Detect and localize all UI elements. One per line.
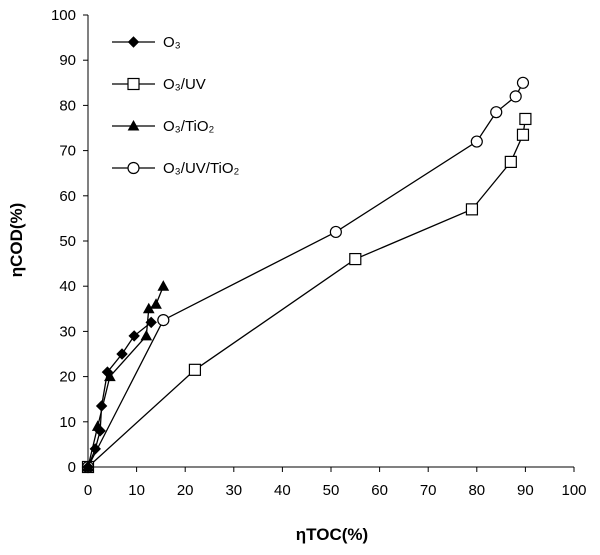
y-tick-label: 30: [59, 323, 76, 340]
diamond-marker: [128, 330, 140, 342]
diamond-marker: [95, 400, 108, 412]
y-tick-label: 0: [68, 459, 76, 476]
square-marker: [127, 77, 140, 91]
series-line: [87, 285, 164, 468]
x-tick-label: 40: [274, 482, 291, 499]
y-tick-label: 40: [59, 278, 76, 295]
y-tick-label: 100: [51, 7, 76, 24]
square-marker: [516, 128, 530, 141]
diamond-marker: [127, 36, 140, 48]
square-marker: [519, 112, 532, 126]
y-tick-label: 90: [59, 52, 76, 69]
diamond-marker: [116, 348, 128, 360]
x-tick-label: 70: [420, 482, 437, 499]
x-tick-label: 50: [323, 482, 340, 499]
x-tick-label: 20: [177, 482, 194, 499]
x-tick-label: 10: [128, 482, 145, 499]
y-tick-label: 70: [59, 143, 76, 160]
diamond-marker: [94, 425, 106, 437]
series-triangle: [82, 280, 170, 472]
diamond-marker: [82, 461, 94, 473]
square-marker: [349, 252, 362, 266]
circle-marker: [470, 135, 483, 148]
x-tick-label: 60: [371, 482, 388, 499]
legend-entry: O₃/TiO₂: [112, 118, 215, 135]
series-circle: [81, 76, 530, 474]
circle-marker: [329, 225, 342, 239]
circle-marker: [127, 161, 140, 175]
circle-marker: [509, 90, 522, 103]
legend-label: O₃/TiO₂: [163, 118, 215, 135]
y-tick-label: 50: [59, 233, 76, 250]
x-tick-label: 30: [225, 482, 242, 499]
circle-marker: [490, 106, 503, 119]
legend-entry: O₃/UV: [112, 76, 206, 93]
legend-label: O₃/UV/TiO₂: [163, 160, 240, 177]
triangle-marker: [140, 329, 153, 341]
legend-entry: O₃: [112, 34, 181, 51]
series-layer: [81, 76, 532, 474]
x-tick-label: 90: [517, 482, 534, 499]
y-tick-label: 60: [59, 188, 76, 205]
x-tick-label: 0: [84, 482, 92, 499]
diamond-marker: [101, 366, 114, 378]
legend-entry: O₃/UV/TiO₂: [112, 160, 240, 177]
series-line: [87, 321, 152, 468]
series-line: [87, 82, 524, 468]
x-axis-title: ηTOC(%): [296, 525, 368, 544]
circle-marker: [516, 76, 530, 89]
triangle-marker: [127, 119, 140, 131]
square-marker: [465, 203, 479, 216]
legend-label: O₃: [163, 34, 181, 51]
x-tick-label: 80: [468, 482, 485, 499]
y-tick-label: 10: [59, 414, 76, 431]
diamond-marker: [145, 316, 157, 329]
square-marker: [504, 155, 517, 168]
axis-ticks: 0 10 20 30 40 50 60 70 80 90 100 0 10 20 30 40 50 60 70 80 9…: [51, 7, 587, 499]
y-tick-label: 80: [59, 97, 76, 114]
triangle-marker: [157, 280, 170, 291]
square-marker: [188, 363, 202, 376]
series-square: [81, 112, 532, 474]
triangle-marker: [150, 298, 162, 309]
circle-marker: [157, 314, 170, 327]
y-axis-title: ηCOD(%): [7, 203, 26, 278]
y-tick-label: 20: [59, 369, 76, 386]
diamond-marker: [89, 443, 101, 455]
series-diamond: [82, 316, 157, 473]
x-tick-label: 100: [561, 482, 586, 499]
legend: O₃ O₃/UV O₃/TiO₂ O₃/UV/TiO₂: [112, 34, 240, 177]
legend-label: O₃/UV: [163, 76, 206, 93]
series-line: [87, 118, 527, 468]
plot-frame: [87, 15, 574, 468]
